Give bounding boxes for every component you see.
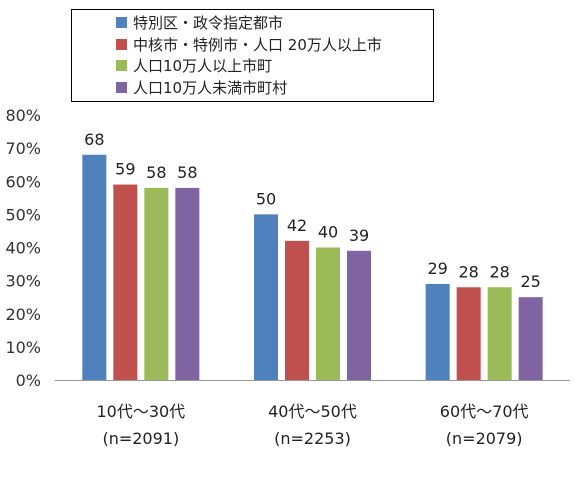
bar [316,247,340,380]
data-label: 58 [146,163,166,182]
legend-item: 人口10万人以上市町 [116,55,433,77]
y-tick-label: 80% [5,106,41,125]
legend-swatch [116,17,127,29]
legend-swatch [116,81,127,93]
data-label: 42 [287,216,307,235]
legend: 特別区・政令指定都市 中核市・特例市・人口 20万人以上市 人口10万人以上市町… [71,9,434,102]
y-tick-label: 70% [5,139,41,158]
legend-label: 中核市・特例市・人口 20万人以上市 [133,35,382,54]
legend-swatch [116,60,127,72]
y-tick-label: 40% [5,239,41,258]
x-tick-sublabel: (n=2253) [274,429,351,448]
data-label: 50 [256,189,276,208]
y-tick-label: 0% [16,371,41,390]
y-tick-label: 20% [5,305,41,324]
data-label: 39 [349,226,369,245]
y-tick-label: 60% [5,172,41,191]
data-label: 58 [177,163,197,182]
data-label: 28 [489,262,509,281]
x-tick-sublabel: (n=2091) [102,429,179,448]
data-label: 29 [427,259,447,278]
bar [285,240,309,380]
data-label: 25 [520,272,540,291]
bar [254,214,278,380]
bar [487,287,512,380]
x-tick-label: 60代～70代 [440,402,529,421]
y-tick-label: 30% [5,272,41,291]
legend-item: 人口10万人未満市町村 [116,77,433,99]
legend-label: 人口10万人未満市町村 [133,78,288,97]
bar [144,187,169,380]
legend-item: 中核市・特例市・人口 20万人以上市 [116,34,433,56]
legend-swatch [116,38,127,50]
bar [347,250,371,380]
bar [113,184,138,380]
x-tick-sublabel: (n=2079) [446,429,523,448]
legend-label: 特別区・政令指定都市 [133,14,284,33]
data-label: 59 [115,160,135,179]
data-label: 28 [458,262,478,281]
y-tick-label: 50% [5,205,41,224]
x-tick-label: 10代～30代 [96,402,185,421]
bar [518,297,543,380]
y-tick-label: 10% [5,338,41,357]
legend-label: 人口10万人以上市町 [133,57,273,76]
data-label: 68 [84,130,104,149]
data-label: 40 [318,223,338,242]
bar [175,187,200,380]
bar [456,287,481,380]
legend-item: 特別区・政令指定都市 [116,12,433,34]
bar [82,154,107,380]
x-tick-label: 40代～50代 [268,402,357,421]
bar [425,283,450,380]
